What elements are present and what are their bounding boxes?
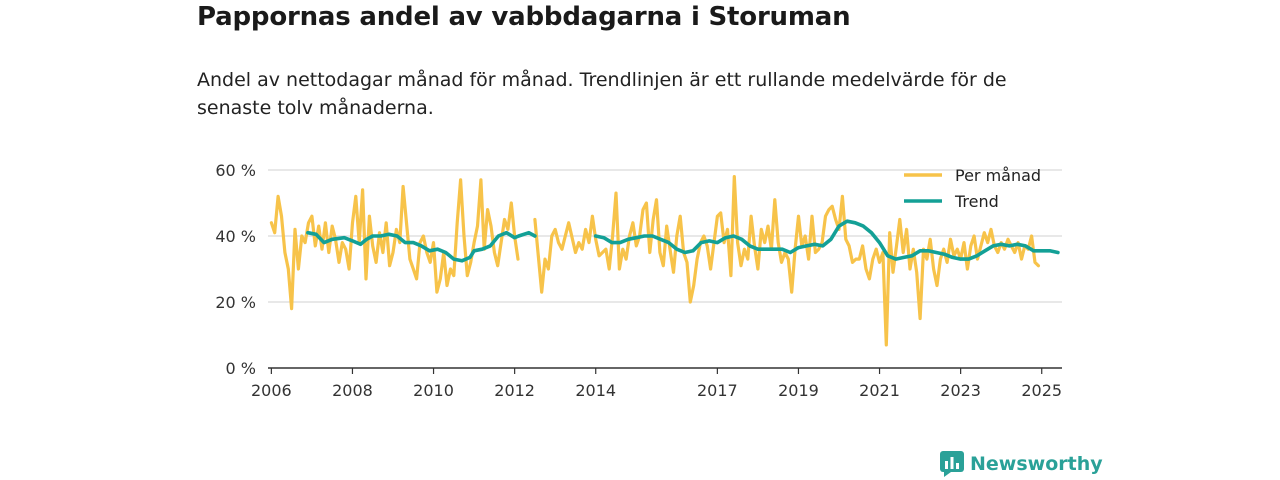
series-line-trend <box>306 230 537 263</box>
y-tick-label: 0 % <box>226 359 256 378</box>
y-tick-label: 20 % <box>215 293 256 312</box>
x-tick-label: 2010 <box>413 381 454 400</box>
x-tick-label: 2019 <box>778 381 819 400</box>
x-tick-label: 2017 <box>697 381 738 400</box>
legend-label: Trend <box>954 192 999 211</box>
series-line-trend <box>593 219 1060 261</box>
legend-label: Per månad <box>955 166 1041 185</box>
chart-subtitle: Andel av nettodagar månad för månad. Tre… <box>197 69 1007 119</box>
x-tick-label: 2014 <box>575 381 616 400</box>
series-line-per-manad <box>533 175 1040 347</box>
y-tick-label: 60 % <box>215 161 256 180</box>
x-tick-label: 2021 <box>859 381 900 400</box>
x-tick-label: 2006 <box>251 381 292 400</box>
newsworthy-logo: Newsworthy <box>940 450 1103 478</box>
newsworthy-brand-text: Newsworthy <box>970 453 1103 475</box>
newsworthy-logo-icon <box>940 451 964 477</box>
x-tick-label: 2025 <box>1021 381 1062 400</box>
x-tick-label: 2008 <box>332 381 373 400</box>
x-tick-label: 2012 <box>494 381 535 400</box>
chart-title: Pappornas andel av vabbdagarna i Storuma… <box>197 2 851 32</box>
y-tick-label: 40 % <box>215 227 256 246</box>
x-tick-label: 2023 <box>940 381 981 400</box>
series-line-per-manad <box>269 178 520 311</box>
